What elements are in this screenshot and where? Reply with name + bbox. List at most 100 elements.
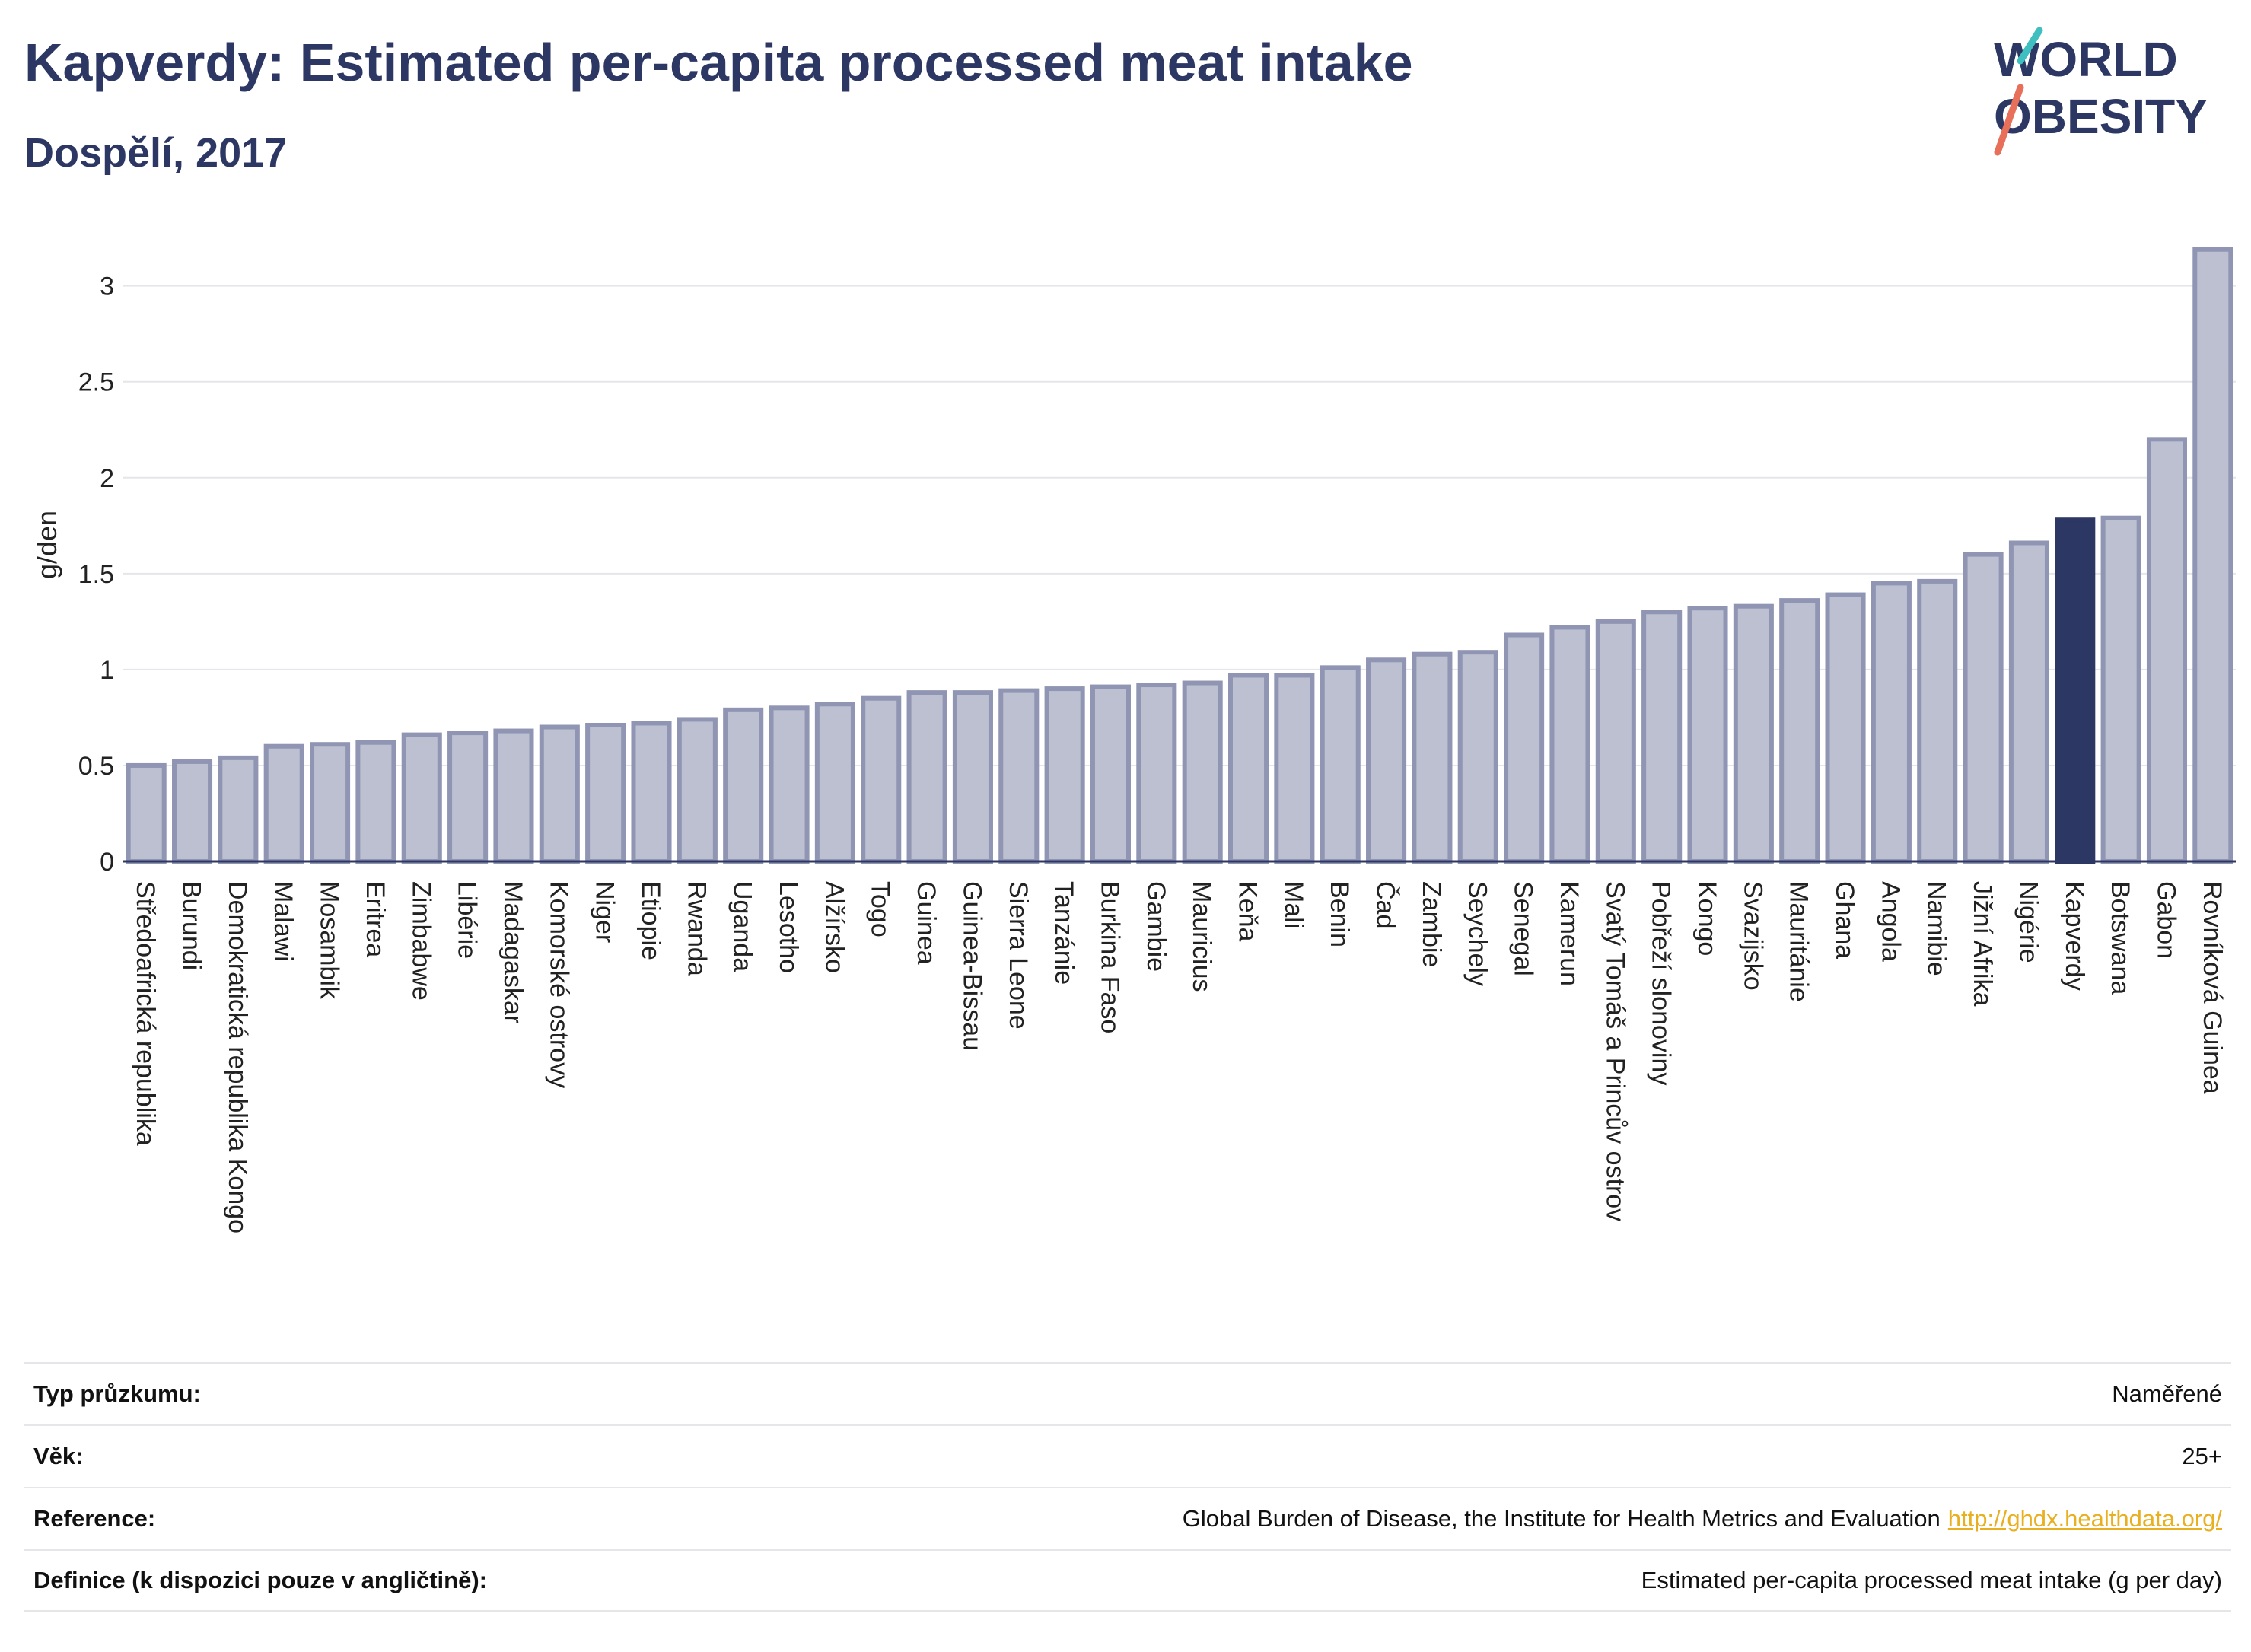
info-label: Typ průzkumu:: [33, 1380, 201, 1407]
bar-niger: [585, 722, 626, 864]
bar-rovníková-guinea: [2192, 247, 2233, 864]
x-tick-label: Pobřeží slonoviny: [1647, 881, 1676, 1085]
info-label: Věk:: [33, 1443, 84, 1469]
x-tick-label: Komorské ostrovy: [544, 881, 573, 1088]
info-label: Reference:: [33, 1505, 156, 1532]
x-tick-label: Zimbabwe: [406, 881, 435, 1001]
x-tick-label: Mauritánie: [1785, 881, 1813, 1002]
x-tick-label: Tanzánie: [1049, 881, 1078, 985]
bar-lesotho: [769, 705, 810, 864]
bar-rwanda: [677, 717, 718, 864]
bar-botswana: [2100, 515, 2141, 864]
x-tick-label: Sierra Leone: [1004, 881, 1033, 1030]
info-row: Reference: Global Burden of Disease, the …: [24, 1487, 2231, 1549]
info-value: 25+: [2182, 1443, 2222, 1469]
chart-bars: [126, 247, 2233, 864]
x-tick-label: Niger: [591, 881, 619, 943]
x-tick-label: Keňa: [1234, 881, 1262, 941]
x-tick-label: Gabon: [2151, 881, 2180, 959]
bar-mauritánie: [1779, 598, 1820, 864]
bar-seychely: [1457, 650, 1498, 864]
bar-kapverdy: [2055, 517, 2096, 864]
x-tick-label: Kamerun: [1555, 881, 1584, 986]
bar-pobřeží-slonoviny: [1641, 610, 1683, 864]
y-axis-label: g/den: [31, 511, 62, 579]
x-tick-label: Guinea-Bissau: [957, 881, 986, 1051]
x-tick-label: Demokratická republika Kongo: [223, 881, 252, 1233]
bar-namibie: [1917, 578, 1958, 864]
bar-svazijsko: [1733, 603, 1774, 864]
x-tick-label: Seychely: [1463, 881, 1492, 986]
bar-guinea-bissau: [952, 690, 993, 864]
bar-mauricius: [1182, 680, 1223, 864]
bar-libérie: [447, 731, 489, 864]
bar-zimbabwe: [401, 732, 442, 864]
bar-madagaskar: [493, 728, 534, 864]
bar-senegal: [1504, 632, 1545, 864]
y-tick-label: 3: [100, 272, 114, 301]
logo-line-2: OBESITY: [1994, 89, 2208, 144]
x-tick-label: Togo: [866, 881, 895, 937]
y-tick-label: 0.5: [78, 752, 114, 781]
x-tick-label: Kongo: [1692, 881, 1721, 956]
x-tick-label: Svazijsko: [1738, 881, 1767, 991]
info-row: Věk: 25+: [24, 1424, 2231, 1487]
chart-title: Kapverdy: Estimated per-capita processed…: [24, 33, 1413, 92]
x-tick-label: Burkina Faso: [1095, 881, 1124, 1033]
info-row: Typ průzkumu: Naměřené: [24, 1362, 2231, 1424]
bar-uganda: [723, 707, 764, 864]
info-value-wrap: 25+: [2182, 1443, 2222, 1470]
y-tick-label: 1: [100, 656, 114, 685]
chart-subtitle: Dospělí, 2017: [24, 130, 288, 176]
bar-gambie: [1136, 683, 1177, 864]
bar-tanzánie: [1044, 686, 1085, 864]
info-value: Estimated per-capita processed meat inta…: [1641, 1567, 2222, 1593]
info-row: Definice (k dispozici pouze v angličtině…: [24, 1549, 2231, 1612]
x-tick-label: Mauricius: [1187, 881, 1216, 992]
y-tick-label: 0: [100, 848, 114, 877]
logo-slash-coral: [1994, 84, 2024, 156]
bar-kongo: [1687, 606, 1728, 864]
bar-komorské-ostrovy: [539, 724, 580, 864]
x-tick-label: Gambie: [1141, 881, 1170, 972]
bar-mosambik: [310, 742, 351, 864]
x-tick-label: Alžírsko: [820, 881, 849, 973]
x-tick-label: Eritrea: [361, 881, 390, 957]
info-value-wrap: Naměřené: [2112, 1380, 2222, 1408]
x-tick-label: Etiopie: [636, 881, 665, 960]
x-tick-label: Malawi: [269, 881, 298, 962]
bar-gabon: [2146, 437, 2188, 864]
x-tick-label: Svatý Tomáš a Princův ostrov: [1600, 881, 1629, 1221]
info-value-wrap: Global Burden of Disease, the Institute …: [1183, 1505, 2222, 1533]
bar-zambie: [1412, 651, 1453, 864]
x-tick-label: Mosambik: [315, 881, 344, 1000]
x-tick-label: Guinea: [912, 881, 941, 965]
world-obesity-logo: WORLD OBESITY: [1994, 27, 2208, 156]
x-tick-label: Madagaskar: [498, 881, 527, 1023]
bar-ghana: [1825, 592, 1866, 864]
y-tick-label: 2.5: [78, 368, 114, 397]
x-tick-label: Jižní Afrika: [1968, 881, 1997, 1006]
info-table: Typ průzkumu: Naměřené Věk: 25+ Reference: Gl…: [24, 1362, 2231, 1612]
x-tick-label: Benin: [1325, 881, 1354, 947]
info-value: Global Burden of Disease, the Institute …: [1182, 1505, 1941, 1532]
bar-sierra-leone: [998, 688, 1040, 864]
x-tick-label: Rovníková Guinea: [2198, 881, 2227, 1094]
x-tick-label: Kapverdy: [2060, 881, 2089, 991]
bar-burundi: [171, 759, 213, 864]
bar-malawi: [263, 743, 304, 864]
x-axis-labels: Středoafrická republika Burundi Demokratic…: [131, 881, 2227, 1233]
bar-svatý-tomáš-a-princův-ostrov: [1595, 619, 1636, 864]
bar-benin: [1320, 665, 1361, 864]
info-value: Naměřené: [2112, 1380, 2222, 1407]
bar-čad: [1366, 657, 1407, 864]
info-label: Definice (k dispozici pouze v angličtině…: [33, 1567, 487, 1593]
reference-link[interactable]: http://ghdx.healthdata.org/: [1947, 1505, 2222, 1532]
x-tick-label: Angola: [1876, 881, 1905, 962]
bar-burkina-faso: [1090, 684, 1132, 864]
x-tick-label: Rwanda: [682, 881, 711, 976]
bar-etiopie: [631, 721, 672, 864]
x-tick-label: Lesotho: [774, 881, 803, 973]
bar-demokratická-republika-kongo: [218, 755, 259, 864]
x-tick-label: Ghana: [1830, 881, 1859, 959]
